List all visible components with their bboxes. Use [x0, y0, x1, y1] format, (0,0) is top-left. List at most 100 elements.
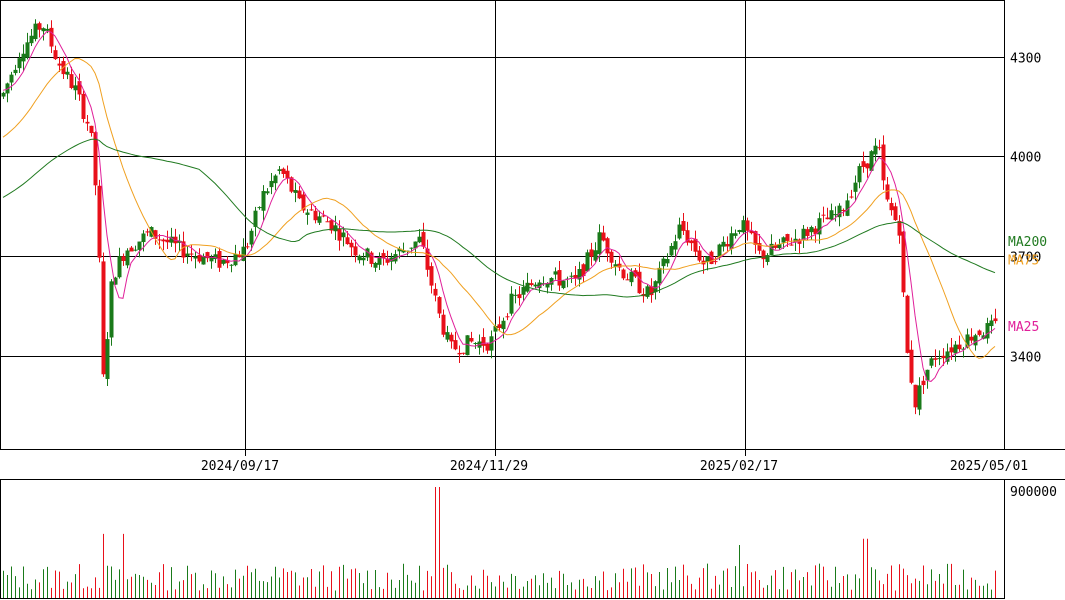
- candle: [681, 213, 686, 236]
- candle-body: [729, 233, 734, 250]
- candle-body: [657, 267, 662, 284]
- candle-body: [577, 269, 582, 280]
- candle: [745, 217, 750, 241]
- candle-body: [881, 144, 886, 181]
- candle-body: [433, 288, 438, 296]
- candle-body: [321, 215, 326, 217]
- candle: [773, 242, 778, 250]
- candle-body: [197, 255, 202, 262]
- candle-body: [989, 320, 994, 327]
- candle: [221, 259, 226, 266]
- candle: [169, 227, 174, 247]
- candle: [441, 309, 446, 338]
- candle-body: [609, 251, 614, 263]
- candle: [29, 29, 34, 46]
- candle: [485, 342, 490, 354]
- candle-body: [517, 294, 522, 299]
- candle-body: [117, 256, 122, 278]
- candle: [517, 286, 522, 306]
- candle-body: [889, 203, 894, 211]
- candle-body: [569, 275, 574, 277]
- candle-body: [397, 248, 402, 252]
- candle-body: [533, 284, 538, 287]
- candle-body: [965, 334, 970, 348]
- candle-body: [205, 252, 210, 259]
- candle: [525, 272, 530, 293]
- candle-body: [509, 293, 514, 314]
- candle-body: [745, 220, 750, 231]
- candle: [605, 236, 610, 262]
- candle-body: [705, 256, 710, 263]
- candle: [317, 210, 322, 225]
- candle-body: [901, 231, 906, 293]
- candle-body: [961, 348, 966, 350]
- candle-body: [349, 242, 354, 248]
- candle: [721, 236, 726, 252]
- candle: [281, 167, 286, 178]
- candle: [437, 296, 442, 318]
- candle-body: [693, 238, 698, 252]
- candle-body: [737, 230, 742, 233]
- candle: [765, 253, 770, 266]
- ma-line-ma25: [2, 30, 996, 382]
- candle: [21, 44, 26, 72]
- candle-body: [521, 287, 526, 295]
- candle-body: [685, 230, 690, 243]
- candle-body: [53, 50, 58, 60]
- candle-body: [425, 248, 430, 270]
- candle: [257, 206, 262, 210]
- candle-body: [353, 246, 358, 256]
- candle: [529, 279, 534, 287]
- candle: [533, 282, 538, 289]
- candle: [873, 138, 878, 162]
- candle-body: [73, 85, 78, 91]
- volume-tick-label: 900000: [1010, 485, 1057, 500]
- candle: [889, 197, 894, 216]
- candle-body: [909, 349, 914, 383]
- candle-body: [669, 245, 674, 256]
- candle-body: [749, 230, 754, 234]
- candle: [185, 246, 190, 264]
- candle: [277, 165, 282, 175]
- candle: [17, 52, 22, 74]
- candle-body: [9, 74, 14, 83]
- candle: [833, 206, 838, 222]
- candle-body: [561, 280, 566, 289]
- candle-body: [481, 337, 486, 346]
- candle: [493, 323, 498, 334]
- candle-body: [49, 27, 54, 47]
- price-tick-label: 4000: [1010, 151, 1041, 166]
- candle-body: [329, 220, 334, 231]
- candle: [557, 260, 562, 291]
- candle-body: [201, 256, 206, 265]
- candle-body: [313, 210, 318, 221]
- candle-body: [437, 297, 442, 314]
- candle: [225, 256, 230, 269]
- candle: [389, 252, 394, 271]
- candle-body: [545, 283, 550, 288]
- moving-averages: [2, 30, 996, 382]
- candle-body: [113, 277, 118, 285]
- candle: [593, 242, 598, 262]
- candle: [453, 331, 458, 351]
- candle-body: [501, 320, 506, 330]
- candle: [33, 19, 38, 42]
- candle: [725, 236, 730, 252]
- candle: [677, 217, 682, 240]
- candle-body: [721, 241, 726, 247]
- candle: [837, 203, 842, 227]
- candle-body: [833, 214, 838, 216]
- candle: [353, 239, 358, 263]
- candle-body: [285, 170, 290, 179]
- candle-body: [177, 240, 182, 243]
- candle-body: [361, 257, 366, 261]
- candle: [77, 73, 82, 101]
- candle-body: [237, 254, 242, 258]
- candle: [469, 331, 474, 343]
- candle-body: [293, 190, 298, 193]
- candle-body: [905, 295, 910, 353]
- candle: [865, 163, 870, 178]
- candle: [357, 254, 362, 264]
- candle-body: [653, 281, 658, 293]
